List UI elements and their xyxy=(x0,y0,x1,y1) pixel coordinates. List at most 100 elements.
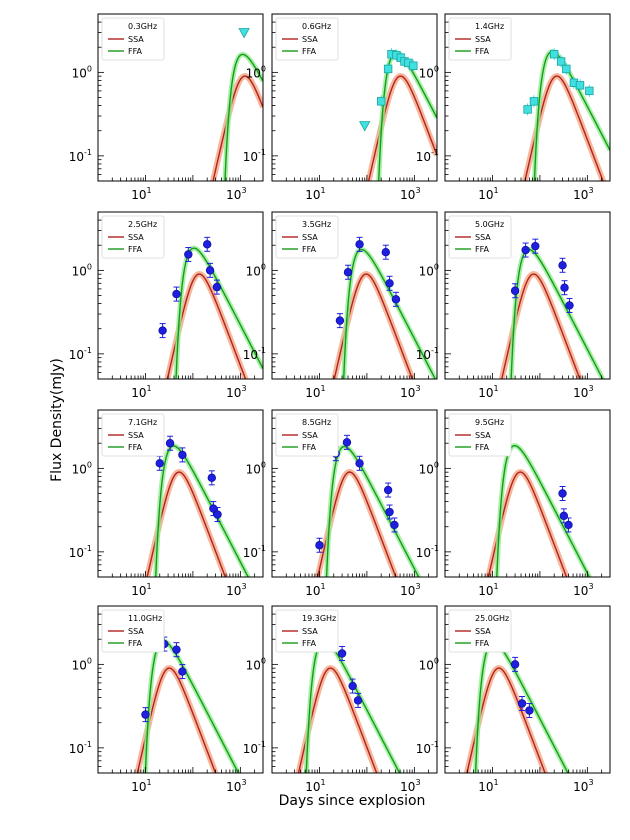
data-point xyxy=(343,268,353,277)
ssa-curve xyxy=(333,273,414,379)
data-point xyxy=(585,86,594,96)
panel-11-0ghz: 10-1 100 101 103 11.0GHz SSA FFA xyxy=(69,605,264,794)
legend-box xyxy=(448,215,512,259)
panel-5-0ghz: 10-1 100 101 103 5.0GHz SSA FFA xyxy=(416,211,611,400)
legend-ffa-label: FFA xyxy=(302,47,316,56)
y-tick-label: 10-1 xyxy=(243,148,266,164)
x-tick-label: 101 xyxy=(478,384,498,400)
x-tick-label: 101 xyxy=(131,186,151,202)
legend-ffa-label: FFA xyxy=(302,245,316,254)
legend-ffa-label: FFA xyxy=(302,443,316,452)
ssa-band xyxy=(314,469,400,577)
y-tick-label: 100 xyxy=(246,656,266,672)
legend-title: 5.0GHz xyxy=(475,220,504,229)
y-tick-label: 100 xyxy=(72,460,92,476)
data-point xyxy=(390,520,399,530)
data-point xyxy=(158,326,167,335)
ffa-curve xyxy=(533,50,610,181)
data-point xyxy=(575,81,585,90)
data-point xyxy=(335,316,345,325)
legend-ffa-label: FFA xyxy=(128,443,142,452)
legend-title: 0.6GHz xyxy=(302,22,331,31)
legend-ffa-label: FFA xyxy=(128,639,142,648)
panel-grid: 10-1 100 101 103 0.3GHz SSA FFA 10-1 100 101 103 0.… xyxy=(69,13,611,794)
data-point xyxy=(565,301,574,310)
data-point xyxy=(172,645,181,654)
data-point xyxy=(523,105,532,114)
x-tick-label: 103 xyxy=(573,384,593,400)
x-tick-label: 103 xyxy=(226,384,246,400)
panel-2-5ghz: 10-1 100 101 103 2.5GHz SSA FFA xyxy=(69,211,264,400)
x-tick-label: 103 xyxy=(400,186,420,202)
x-tick-label: 101 xyxy=(305,582,325,598)
data-point xyxy=(560,283,569,292)
data-point xyxy=(376,97,386,106)
y-tick-label: 100 xyxy=(72,656,92,672)
legend-title: 8.5GHz xyxy=(302,418,331,427)
y-tick-label: 10-1 xyxy=(243,740,266,756)
legend-box xyxy=(101,413,165,457)
panel-0-3ghz: 10-1 100 101 103 0.3GHz SSA FFA xyxy=(69,13,264,202)
legend-ssa-label: SSA xyxy=(302,35,318,44)
y-tick-label: 100 xyxy=(246,64,266,80)
legend-box xyxy=(101,215,165,259)
ffa-curve xyxy=(496,444,591,577)
legend-title: 2.5GHz xyxy=(128,220,157,229)
legend-title: 3.5GHz xyxy=(302,220,331,229)
data-point xyxy=(409,61,418,70)
legend: 0.3GHz SSA FFA xyxy=(101,17,165,61)
data-point xyxy=(556,57,566,66)
y-tick-label: 10-1 xyxy=(243,544,266,560)
data-point xyxy=(315,541,324,550)
legend-ffa-label: FFA xyxy=(475,639,489,648)
legend-ssa-label: SSA xyxy=(302,431,318,440)
x-tick-label: 103 xyxy=(573,778,593,794)
y-tick-label: 100 xyxy=(72,64,92,80)
data-point xyxy=(558,261,567,270)
legend: 8.5GHz SSA FFA xyxy=(275,413,339,457)
data-point xyxy=(391,295,401,304)
legend: 5.0GHz SSA FFA xyxy=(448,215,512,259)
legend-box xyxy=(101,609,165,653)
legend-box xyxy=(448,17,512,61)
x-tick-label: 101 xyxy=(131,384,151,400)
data-point xyxy=(549,50,559,59)
legend: 3.5GHz SSA FFA xyxy=(275,215,339,259)
y-tick-label: 10-1 xyxy=(69,346,92,362)
data-point xyxy=(178,667,187,676)
data-point xyxy=(141,710,150,719)
y-tick-label: 10-1 xyxy=(69,148,92,164)
x-tick-label: 103 xyxy=(400,778,420,794)
y-tick-label: 10-1 xyxy=(69,740,92,756)
data-point xyxy=(184,250,193,259)
legend-ssa-label: SSA xyxy=(128,431,144,440)
data-point xyxy=(558,489,567,498)
panel-7-1ghz: 10-1 100 101 103 7.1GHz SSA FFA xyxy=(69,409,264,598)
data-point xyxy=(213,510,222,519)
legend-ffa-label: FFA xyxy=(302,639,316,648)
legend-box xyxy=(275,609,339,653)
y-tick-label: 10-1 xyxy=(416,740,439,756)
legend-box xyxy=(275,413,339,457)
data-point xyxy=(383,485,393,495)
legend-ssa-label: SSA xyxy=(475,431,491,440)
legend-title: 11.0GHz xyxy=(128,614,162,623)
ssa-band xyxy=(144,469,229,577)
legend-title: 1.4GHz xyxy=(475,22,504,31)
data-point xyxy=(348,681,357,691)
legend: 11.0GHz SSA FFA xyxy=(101,609,165,653)
data-point xyxy=(529,97,539,106)
legend-title: 19.3GHz xyxy=(302,614,336,623)
y-tick-label: 100 xyxy=(419,460,439,476)
ssa-curve xyxy=(212,75,263,181)
x-tick-label: 103 xyxy=(573,186,593,202)
x-tick-label: 103 xyxy=(573,582,593,598)
y-tick-label: 100 xyxy=(419,262,439,278)
data-point xyxy=(172,289,181,299)
upper-limit-marker xyxy=(238,28,250,39)
data-point xyxy=(383,64,393,74)
panel-19-3ghz: 10-1 100 101 103 19.3GHz SSA FFA xyxy=(243,605,438,794)
upper-limit-marker xyxy=(359,121,371,132)
x-tick-label: 101 xyxy=(305,186,325,202)
data-point xyxy=(155,459,164,468)
